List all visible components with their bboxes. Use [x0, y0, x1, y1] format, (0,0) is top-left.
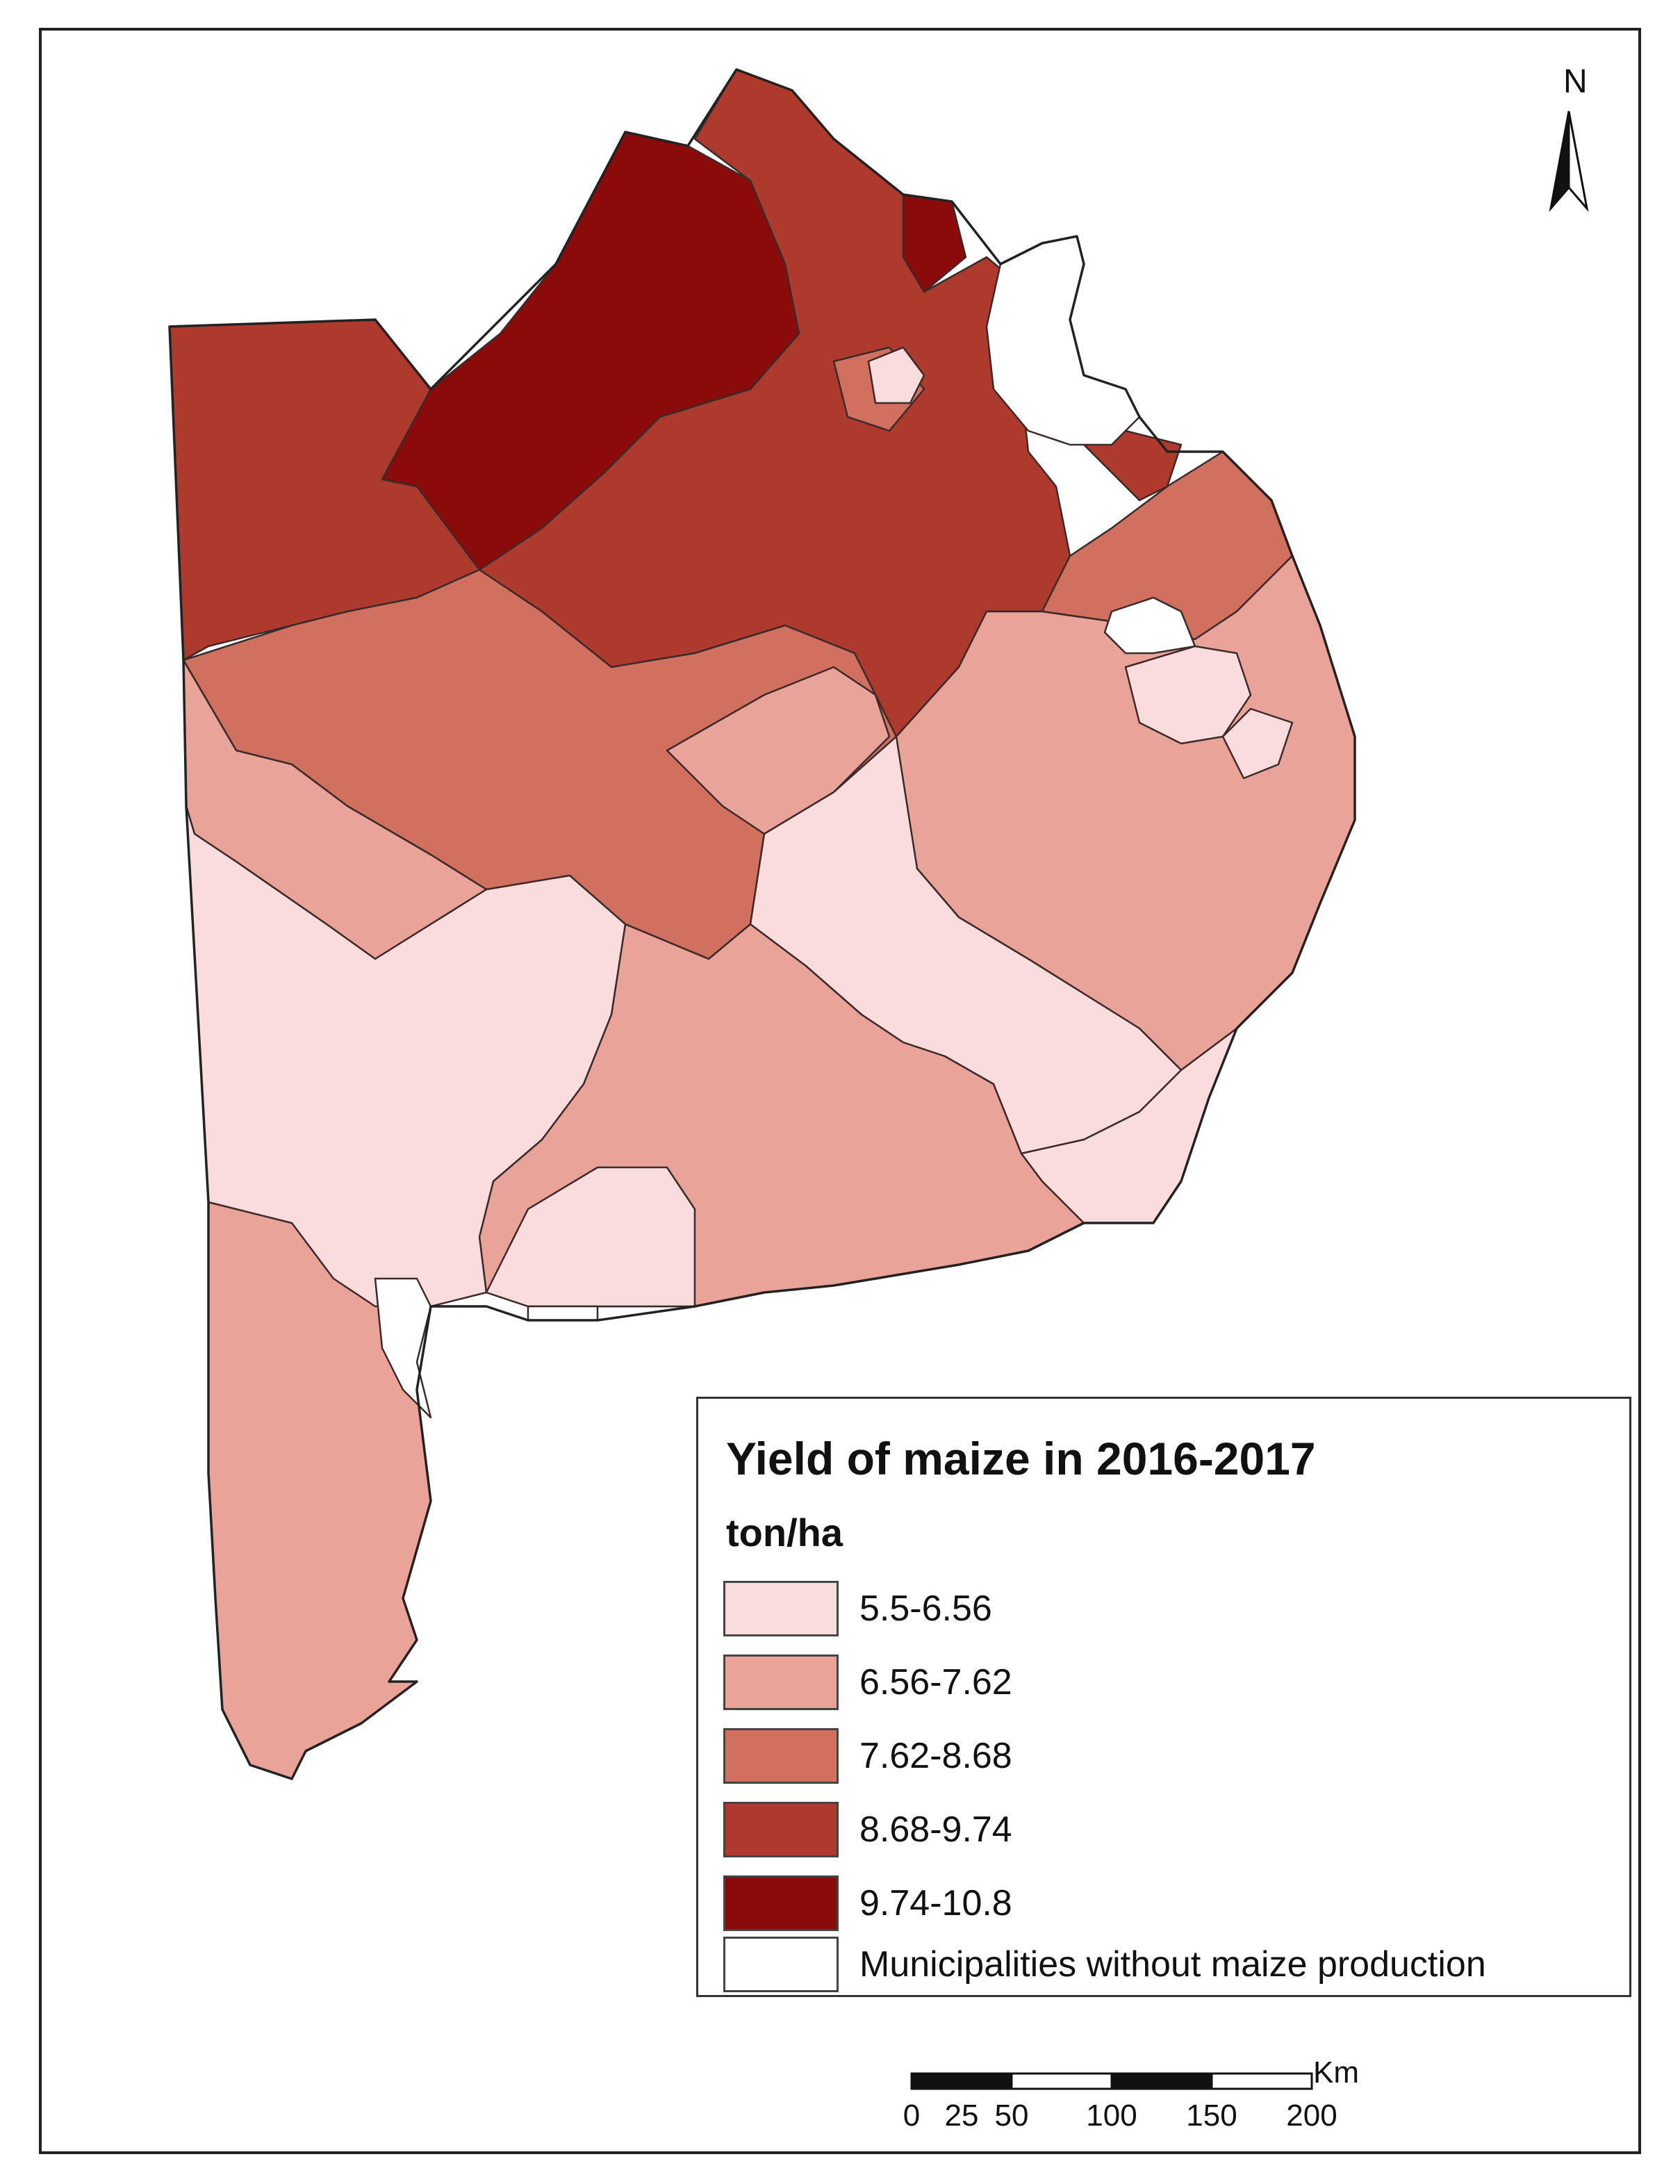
- legend-unit: ton/ha: [726, 1511, 843, 1554]
- legend-label: 7.62-8.68: [859, 1736, 1012, 1776]
- scale-tick: 200: [1286, 2099, 1337, 2133]
- legend-label: 6.56-7.62: [859, 1662, 1012, 1702]
- municipality-region: [527, 1305, 599, 1322]
- legend-label: Municipalities without maize production: [859, 1944, 1486, 1985]
- municipality-region: [1221, 707, 1294, 780]
- legend-swatch: [723, 1802, 839, 1857]
- north-label: N: [1563, 63, 1588, 100]
- legend-swatch: [723, 1937, 839, 1992]
- legend-label: 9.74-10.8: [859, 1883, 1012, 1923]
- municipality-region: [867, 346, 925, 404]
- scale-tick: 50: [994, 2099, 1029, 2133]
- municipality-region: [1124, 645, 1252, 745]
- legend-swatch: [723, 1655, 839, 1710]
- legend-swatch: [723, 1875, 839, 1931]
- scale-unit: Km: [1313, 2055, 1359, 2089]
- scale-bar: [910, 2072, 1313, 2090]
- municipality-region: [1103, 596, 1196, 655]
- scale-tick: 25: [944, 2099, 979, 2133]
- scale-tick: 150: [1186, 2099, 1237, 2133]
- municipality-region: [185, 805, 627, 1308]
- province-outline: [168, 68, 1356, 1780]
- legend-title: Yield of maize in 2016-2017: [726, 1433, 1316, 1484]
- legend-swatch: [723, 1728, 839, 1784]
- scale-tick: 100: [1086, 2099, 1137, 2133]
- legend-label: 8.68-9.74: [859, 1809, 1012, 1850]
- legend-label: 5.5-6.56: [859, 1588, 992, 1629]
- scale-tick: 0: [903, 2099, 921, 2133]
- legend: Yield of maize in 2016-2017 ton/ha 5.5-6…: [696, 1397, 1631, 1997]
- north-arrow-icon: [1549, 110, 1589, 213]
- legend-swatch: [723, 1581, 839, 1636]
